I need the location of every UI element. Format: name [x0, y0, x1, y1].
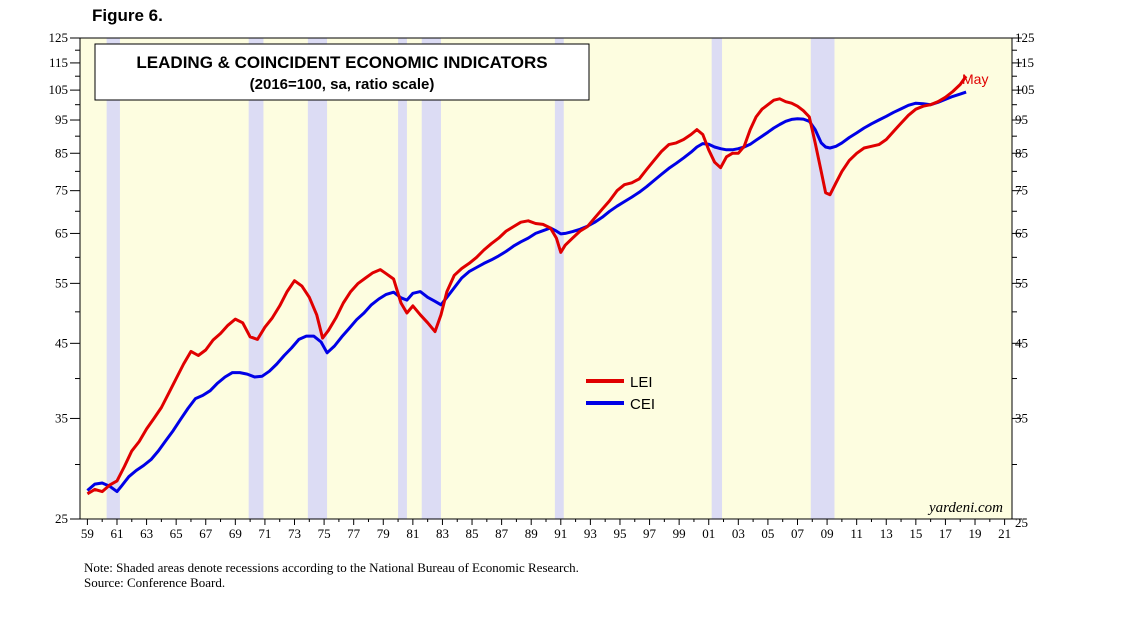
watermark: yardeni.com	[927, 500, 1003, 516]
plot-background	[80, 38, 1012, 519]
x-tick-label: 03	[732, 526, 745, 541]
y-tick-label-right: 95	[1015, 112, 1028, 127]
series-lines	[86, 75, 968, 496]
x-tick-label: 63	[140, 526, 153, 541]
x-tick-label: 17	[939, 526, 953, 541]
x-tick-label: 85	[466, 526, 479, 541]
y-tick-label-right: 25	[1015, 515, 1028, 530]
y-tick-label-right: 85	[1015, 145, 1028, 160]
legend: LEI CEI	[586, 374, 655, 413]
x-tick-label: 13	[880, 526, 893, 541]
x-tick-label: 91	[554, 526, 567, 541]
x-tick-label: 65	[170, 526, 183, 541]
y-tick-label-right: 45	[1015, 335, 1028, 350]
y-tick-label-left: 25	[55, 511, 68, 526]
recession-band	[398, 38, 407, 519]
x-tick-label: 79	[377, 526, 390, 541]
x-tick-label: 01	[702, 526, 715, 541]
chart-title: LEADING & COINCIDENT ECONOMIC INDICATORS	[136, 53, 547, 72]
recession-band	[421, 38, 441, 519]
y-tick-label-right: 55	[1015, 275, 1028, 290]
plot-frame	[79, 37, 1013, 520]
x-tick-label: 81	[406, 526, 419, 541]
source-text: Source: Conference Board.	[84, 575, 226, 590]
x-tick-label: 97	[643, 526, 657, 541]
x-tick-label: 19	[969, 526, 982, 541]
x-tick-label: 77	[347, 526, 361, 541]
end-label-may: May	[962, 71, 988, 87]
figure-label: Figure 6.	[92, 6, 163, 25]
series-line-lei	[86, 75, 968, 496]
y-tick-label-right: 65	[1015, 225, 1028, 240]
y-tick-label-left: 115	[49, 55, 68, 70]
recession-band	[248, 38, 264, 519]
legend-label-lei: LEI	[630, 374, 653, 391]
y-tick-label-left: 65	[55, 225, 68, 240]
y-tick-label-left: 105	[49, 82, 69, 97]
x-tick-label: 05	[761, 526, 774, 541]
chart-svg: 25 25 35 35 45 45 55 55 65 65 75 75 85 85 95 95 105 105 11…	[49, 30, 1035, 541]
x-tick-label: 21	[998, 526, 1011, 541]
x-tick-label: 95	[613, 526, 626, 541]
y-tick-label-right: 125	[1015, 30, 1035, 45]
y-tick-label-right: 115	[1015, 55, 1034, 70]
x-tick-label: 99	[673, 526, 686, 541]
x-tick-label: 73	[288, 526, 301, 541]
x-tick-label: 67	[199, 526, 213, 541]
chart-subtitle: (2016=100, sa, ratio scale)	[250, 76, 435, 93]
y-tick-label-left: 55	[55, 275, 68, 290]
x-tick-label: 83	[436, 526, 449, 541]
recession-band	[810, 38, 835, 519]
x-tick-label: 09	[821, 526, 834, 541]
x-tick-label: 75	[318, 526, 331, 541]
y-tick-label-left: 125	[49, 30, 69, 45]
recession-band	[106, 38, 120, 519]
recession-band	[554, 38, 564, 519]
notes: Note: Shaded areas denote recessions acc…	[84, 560, 579, 590]
y-tick-label-right: 35	[1015, 410, 1028, 425]
title-box: LEADING & COINCIDENT ECONOMIC INDICATORS…	[94, 43, 590, 101]
y-tick-label-left: 85	[55, 145, 68, 160]
x-tick-label: 15	[909, 526, 922, 541]
note-text: Note: Shaded areas denote recessions acc…	[84, 560, 579, 575]
y-tick-label-left: 95	[55, 112, 68, 127]
x-tick-label: 87	[495, 526, 509, 541]
x-tick-label: 11	[850, 526, 863, 541]
y-tick-label-left: 35	[55, 410, 68, 425]
legend-label-cei: CEI	[630, 396, 655, 413]
x-tick-label: 69	[229, 526, 242, 541]
series-line-cei	[86, 90, 967, 494]
axis-ticks: 25 25 35 35 45 45 55 55 65 65 75 75 85 85 95 95 105 105 11…	[49, 30, 1035, 541]
y-tick-label-right: 75	[1015, 183, 1028, 198]
x-tick-label: 71	[258, 526, 271, 541]
y-tick-label-left: 75	[55, 183, 68, 198]
recession-band	[307, 38, 328, 519]
recession-bands	[106, 38, 835, 519]
x-tick-label: 59	[81, 526, 94, 541]
x-tick-label: 93	[584, 526, 597, 541]
recession-band	[711, 38, 723, 519]
y-tick-label-right: 105	[1015, 82, 1035, 97]
x-tick-label: 61	[110, 526, 123, 541]
x-tick-label: 07	[791, 526, 805, 541]
x-tick-label: 89	[525, 526, 538, 541]
y-tick-label-left: 45	[55, 335, 68, 350]
